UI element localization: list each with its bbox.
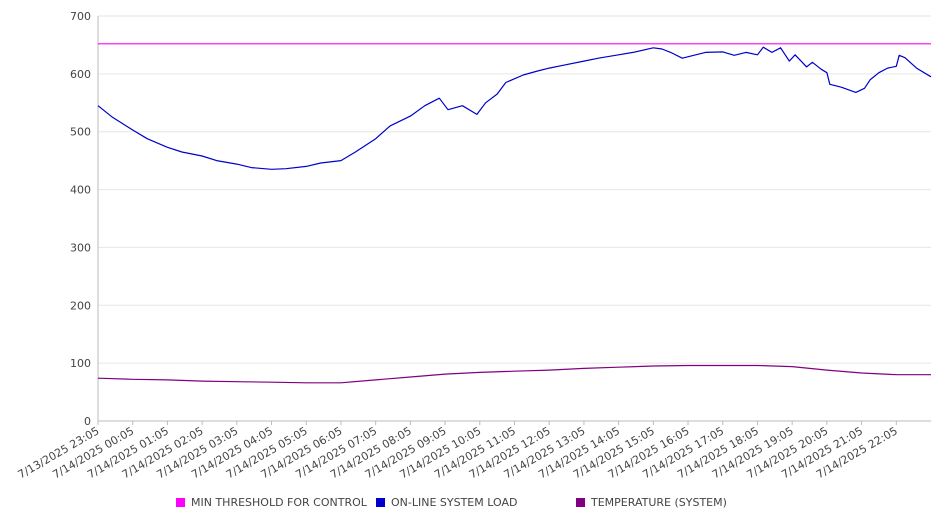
y-tick-label: 200 <box>70 299 91 312</box>
legend-item-temperature[interactable]: TEMPERATURE (SYSTEM) <box>576 496 727 509</box>
legend-label-system-load: ON-LINE SYSTEM LOAD <box>391 496 518 509</box>
series-line-system-load <box>97 46 932 170</box>
axes <box>97 16 931 425</box>
y-tick-label: 400 <box>70 184 91 197</box>
legend-swatch-min-threshold <box>176 498 185 507</box>
legend-swatch-temperature <box>576 498 585 507</box>
legend-item-system-load[interactable]: ON-LINE SYSTEM LOAD <box>376 496 517 509</box>
x-axis-tick-labels: 7/13/2025 23:057/14/2025 00:057/14/2025 … <box>16 424 900 481</box>
legend: MIN THRESHOLD FOR CONTROL ON-LINE SYSTEM… <box>0 496 946 516</box>
legend-label-temperature: TEMPERATURE (SYSTEM) <box>591 496 727 509</box>
legend-item-min-threshold[interactable]: MIN THRESHOLD FOR CONTROL <box>176 496 367 509</box>
y-tick-label: 600 <box>70 68 91 81</box>
series-line-temperature <box>97 364 931 384</box>
y-tick-label: 700 <box>70 10 91 23</box>
y-tick-label: 100 <box>70 357 91 370</box>
series-lines <box>97 43 932 384</box>
legend-label-min-threshold: MIN THRESHOLD FOR CONTROL <box>191 496 367 509</box>
y-tick-label: 300 <box>70 241 91 254</box>
y-tick-label: 500 <box>70 126 91 139</box>
legend-swatch-system-load <box>376 498 385 507</box>
y-tick-label: 0 <box>84 415 91 428</box>
grid-lines <box>98 15 931 364</box>
y-axis-tick-labels: 0 100 200 300 400 500 600 700 <box>70 10 91 428</box>
